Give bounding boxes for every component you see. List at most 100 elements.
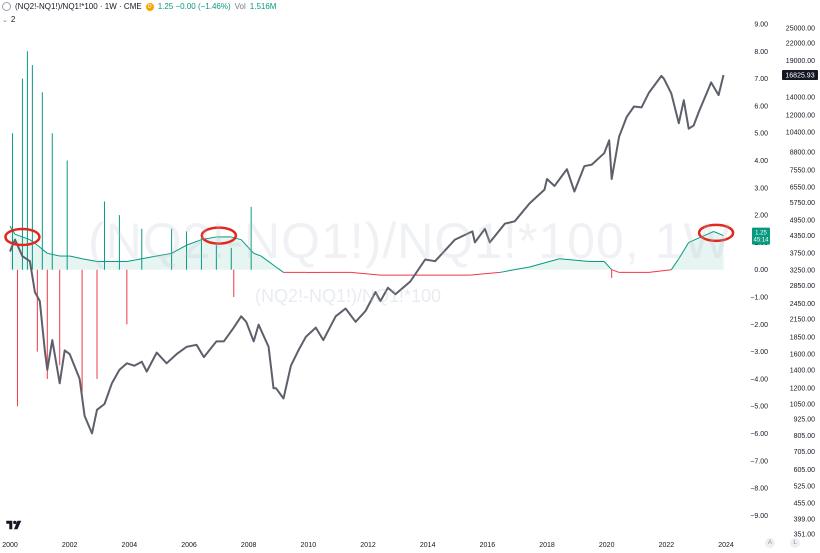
last-price-label: 16825.93 xyxy=(785,72,814,79)
ohlc-readout: 1.25 −0.00 (−1.46%) xyxy=(157,2,231,11)
tradingview-logo-icon xyxy=(6,520,22,530)
symbol-watermark-large: (NQ2!-NQ1!)/NQ1!*100, 1W xyxy=(88,213,732,269)
spread-line-segment xyxy=(240,239,255,254)
x-tick-label: 2016 xyxy=(480,542,496,549)
volume-value: 1.516M xyxy=(249,2,277,11)
spread-line-segment xyxy=(171,244,187,254)
spread-line-segment xyxy=(648,269,672,273)
x-tick-label: 2000 xyxy=(2,542,18,549)
x-tick-label: 2014 xyxy=(420,542,436,549)
price-tick-label: 19000.00 xyxy=(786,58,815,65)
price-tick-label: 1850.00 xyxy=(790,334,815,341)
price-tick-label: 605.00 xyxy=(794,467,816,474)
symbol-title[interactable]: (NQ2!-NQ1!)/NQ1!*100 · 1W · CME xyxy=(15,2,142,11)
countdown-label: 45:14 xyxy=(753,238,769,244)
source-badge: D xyxy=(145,2,154,11)
spread-tick-label: −7.00 xyxy=(750,458,768,465)
spread-tick-label: 0.00 xyxy=(754,267,768,274)
x-tick-label: 2018 xyxy=(539,542,555,549)
spread-line-segment xyxy=(559,258,590,263)
spread-line-segment xyxy=(260,255,277,268)
volume-label: Vol xyxy=(234,2,246,11)
last-price-tag xyxy=(782,69,818,80)
price-tick-label: 2850.00 xyxy=(790,283,815,290)
spread-line-segment xyxy=(141,255,157,260)
x-tick-label: 2006 xyxy=(181,542,197,549)
spread-line-segment xyxy=(603,261,613,271)
spread-line-segment xyxy=(156,252,172,257)
spread-line-segment xyxy=(700,231,714,238)
price-tick-label: 12000.00 xyxy=(786,113,815,120)
price-tick-label: 3250.00 xyxy=(790,268,815,275)
spread-line-segment xyxy=(253,252,262,257)
spread-tick-label: 5.00 xyxy=(754,131,768,138)
price-tick-label: 1200.00 xyxy=(790,386,815,393)
x-tick-label: 2024 xyxy=(718,542,734,549)
x-tick-label: 2012 xyxy=(360,542,376,549)
price-tick-label: 5750.00 xyxy=(790,200,815,207)
x-tick-label: 2008 xyxy=(241,542,257,549)
spread-tick-label: 4.00 xyxy=(754,158,768,165)
price-tick-label: 8800.00 xyxy=(790,149,815,156)
spread-tick-label: −9.00 xyxy=(750,513,768,520)
auto-scale-button[interactable]: A xyxy=(765,538,775,548)
spread-line-segment xyxy=(678,242,690,260)
spread-tick-label: 6.00 xyxy=(754,103,768,110)
price-tick-label: 14000.00 xyxy=(786,94,815,101)
spread-line-segment xyxy=(713,231,724,237)
highlight-circle xyxy=(697,223,735,243)
spread-positive-area xyxy=(10,226,724,270)
price-tick-label: 399.00 xyxy=(794,516,816,523)
price-tick-label: 22000.00 xyxy=(786,41,815,48)
spread-tick-label: −8.00 xyxy=(750,486,768,493)
visibility-icon[interactable] xyxy=(2,2,11,11)
spread-line-segment xyxy=(529,258,560,268)
price-tick-label: 1600.00 xyxy=(790,352,815,359)
spread-line-segment xyxy=(275,266,284,273)
price-line xyxy=(9,74,725,435)
price-tick-label: 525.00 xyxy=(794,484,816,491)
price-tick-label: 1400.00 xyxy=(790,367,815,374)
spread-line-segment xyxy=(499,266,530,273)
spread-tick-label: 2.00 xyxy=(754,213,768,220)
spread-tick-label: −6.00 xyxy=(750,431,768,438)
indicator-toggle[interactable]: ⌄ 2 xyxy=(2,15,15,24)
spread-line-segment xyxy=(47,252,60,257)
price-tick-label: 10400.00 xyxy=(786,130,815,137)
spread-line-segment xyxy=(186,239,202,246)
spread-line-segment xyxy=(69,255,83,260)
price-tick-label: 705.00 xyxy=(794,449,816,456)
spread-line-segment xyxy=(350,271,381,276)
price-tick-label: 4950.00 xyxy=(790,218,815,225)
spread-tick-label: −3.00 xyxy=(750,349,768,356)
spread-line-segment xyxy=(22,236,31,241)
price-tick-label: 351.00 xyxy=(794,532,816,539)
spread-line-segment xyxy=(611,269,620,273)
price-tick-label: 2150.00 xyxy=(790,317,815,324)
spread-line-segment xyxy=(14,233,23,238)
spread-tick-label: 3.00 xyxy=(754,185,768,192)
x-tick-label: 2010 xyxy=(301,542,317,549)
last-spread-label: 1.25 xyxy=(755,231,767,237)
chevron-down-icon: ⌄ xyxy=(2,16,8,24)
price-tick-label: 805.00 xyxy=(794,433,816,440)
price-tick-label: 2450.00 xyxy=(790,301,815,308)
spread-tick-label: 9.00 xyxy=(754,22,768,29)
x-tick-label: 2020 xyxy=(599,542,615,549)
last-spread-tag xyxy=(752,227,770,245)
spread-tick-label: 8.00 xyxy=(754,49,768,56)
x-tick-label: 2004 xyxy=(122,542,138,549)
spread-line-segment xyxy=(126,258,142,263)
symbol-watermark-small: (NQ2!-NQ1!)/NQ1!*100 xyxy=(255,286,442,306)
spread-tick-label: −1.00 xyxy=(750,295,768,302)
spread-tick-label: −4.00 xyxy=(750,376,768,383)
price-tick-label: 455.00 xyxy=(794,501,816,508)
log-scale-button[interactable]: L xyxy=(790,538,800,548)
price-tick-label: 4350.00 xyxy=(790,233,815,240)
highlight-circle xyxy=(200,226,238,245)
spread-line-segment xyxy=(82,258,98,263)
spread-tick-label: −2.00 xyxy=(750,322,768,329)
spread-tick-label: 7.00 xyxy=(754,76,768,83)
price-tick-label: 7550.00 xyxy=(790,168,815,175)
